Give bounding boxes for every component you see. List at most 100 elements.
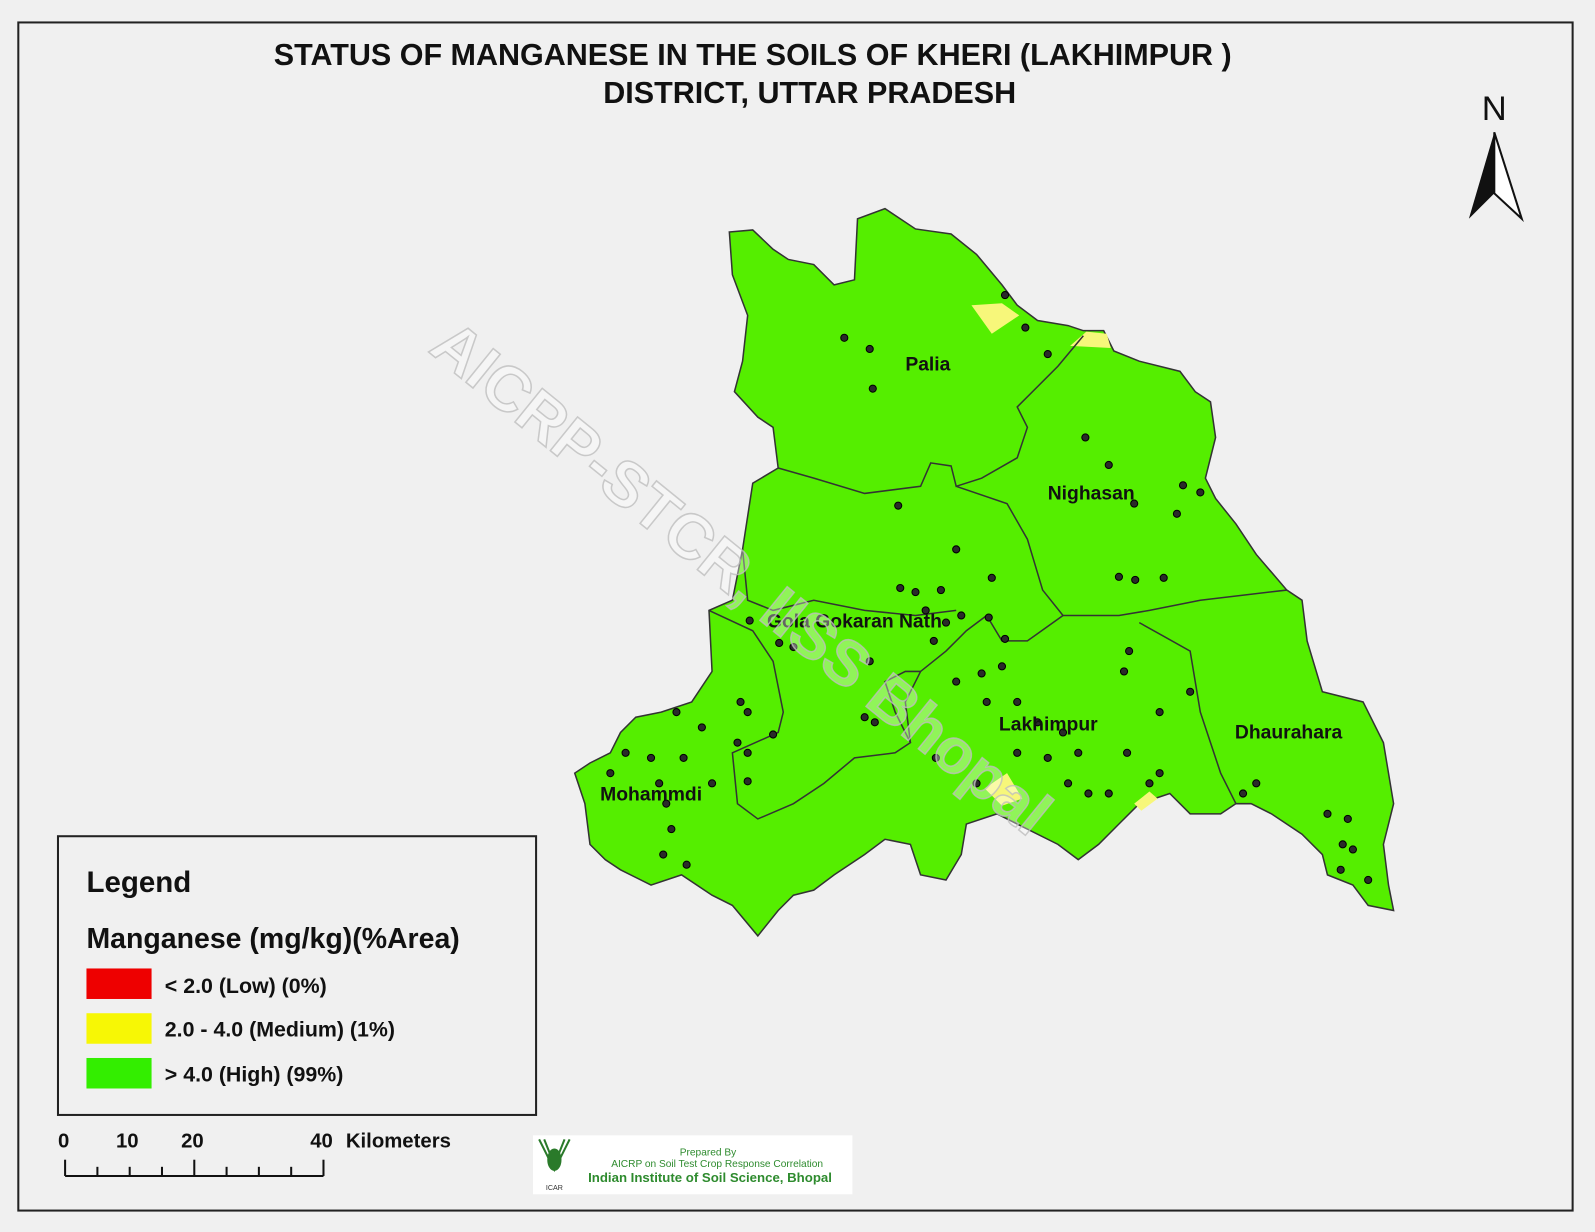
sample-point (1013, 697, 1022, 707)
district-map: Palia Nighasan Gola Gokaran Nath Lakhimp… (573, 207, 1395, 938)
sample-point (662, 799, 671, 808)
sample-point (1343, 814, 1352, 824)
medium-patch (1070, 331, 1111, 348)
sample-point (972, 779, 981, 788)
sample-point (1081, 433, 1090, 442)
sample-point (1064, 779, 1073, 788)
sample-point (1114, 572, 1124, 581)
sample-point (743, 777, 752, 786)
sample-point (606, 769, 615, 778)
sample-point (997, 662, 1007, 671)
sample-point (868, 384, 877, 393)
sample-point (1125, 647, 1134, 656)
legend-swatch-high (86, 1057, 152, 1089)
north-label: N (1482, 90, 1507, 128)
sample-point (1119, 667, 1129, 676)
legend-subtitle: Manganese (mg/kg)(%Area) (86, 923, 459, 955)
sample-point (936, 585, 945, 595)
sample-point (952, 545, 961, 554)
medium-patch (1134, 791, 1158, 811)
sample-point (921, 606, 930, 615)
sample-point (1033, 718, 1042, 727)
medium-patch (984, 773, 1023, 806)
block-label-palia: Palia (905, 354, 950, 375)
sample-point (984, 613, 993, 622)
sample-point (659, 850, 668, 859)
sample-point (1084, 789, 1093, 798)
block-label-gola-gokaran-nath: Gola Gokaran Nath (767, 612, 942, 633)
sample-point (1043, 349, 1052, 359)
sample-point (672, 708, 681, 717)
legend-label-low: < 2.0 (Low) (0%) (165, 974, 327, 998)
sample-point (1348, 845, 1357, 854)
sample-point (707, 779, 717, 788)
sample-point (1131, 575, 1140, 584)
scale-unit: Kilometers (346, 1130, 451, 1152)
sample-point (1338, 840, 1347, 849)
sample-point (733, 738, 742, 747)
sample-point (931, 753, 940, 762)
legend: Legend Manganese (mg/kg)(%Area) < 2.0 (L… (56, 835, 538, 1116)
sample-point (911, 588, 920, 597)
sample-points (606, 290, 1373, 885)
sample-point (865, 657, 874, 666)
sample-point (775, 638, 784, 648)
sample-point (1364, 875, 1373, 885)
scale-tick-10: 10 (116, 1130, 139, 1152)
sample-point (679, 753, 688, 762)
legend-swatch-medium (86, 1013, 152, 1044)
sample-point (1104, 460, 1113, 470)
sample-point (977, 669, 986, 678)
block-label-dhaurahara: Dhaurahara (1235, 723, 1343, 744)
scale-tick-40: 40 (310, 1130, 333, 1152)
sample-point (743, 748, 752, 757)
legend-swatch-low (86, 968, 152, 999)
sample-point (646, 753, 656, 762)
sample-point (1074, 748, 1083, 757)
north-arrow-icon: N (1468, 90, 1524, 223)
credit-box: ICAR Prepared By AICRP on Soil Test Crop… (533, 1135, 853, 1195)
sample-point (1000, 290, 1010, 300)
sample-point (1238, 789, 1248, 798)
sample-point (682, 860, 691, 869)
sample-point (987, 573, 996, 582)
legend-heading: Legend (86, 866, 191, 899)
sample-point (894, 501, 903, 510)
sample-point (870, 718, 879, 727)
sample-point (1159, 573, 1168, 582)
sample-point (655, 779, 664, 788)
sample-point (1013, 748, 1022, 757)
block-label-lakhimpur: Lakhimpur (999, 714, 1098, 735)
icar-logo (538, 1138, 571, 1173)
sample-point (1323, 809, 1332, 818)
block-label-nighasan: Nighasan (1048, 484, 1135, 505)
sample-point (1252, 779, 1261, 788)
sample-point (769, 730, 778, 739)
sample-point (743, 708, 752, 717)
sample-point (840, 333, 849, 342)
sample-point (697, 723, 706, 732)
scale-tick-20: 20 (181, 1130, 204, 1152)
sample-point (1155, 769, 1164, 778)
sample-point (1130, 499, 1139, 508)
block-label-mohammdi: Mohammdi (600, 785, 702, 806)
sample-point (1196, 488, 1205, 497)
sample-point (1145, 779, 1154, 788)
scale-bar: 0 10 20 40 Kilometers (58, 1130, 451, 1177)
sample-point (1021, 323, 1030, 332)
sample-point (1058, 728, 1068, 737)
sample-point (941, 618, 951, 627)
sample-point (1043, 753, 1052, 762)
sample-point (1178, 481, 1188, 490)
sample-point (1336, 865, 1345, 874)
sample-point (789, 642, 798, 652)
sample-point (1172, 509, 1181, 518)
logo-text: ICAR (546, 1184, 563, 1192)
sample-point (952, 677, 961, 686)
sample-point (1104, 789, 1113, 798)
sample-point (745, 616, 754, 625)
sample-point (1000, 634, 1010, 643)
sample-point (1155, 708, 1164, 717)
scale-tick-0: 0 (58, 1130, 69, 1152)
